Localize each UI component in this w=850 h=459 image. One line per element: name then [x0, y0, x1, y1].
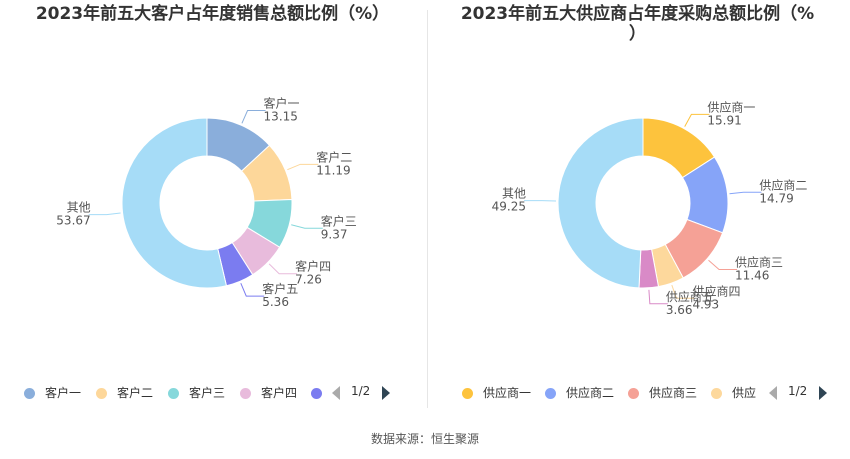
donut-slice[interactable]	[557, 117, 644, 289]
slice-category-label: 供应商一	[707, 99, 755, 114]
slice-category-label: 其他	[67, 201, 91, 215]
customer-chart-title: 2023年前五大客户占年度销售总额比例（%）	[35, 4, 390, 24]
legend-label: 客户一	[45, 386, 82, 400]
legend-swatch	[711, 388, 722, 399]
legend-swatch	[462, 388, 473, 399]
data-source-note: 数据来源：恒生聚源	[370, 432, 479, 446]
slice-category-label: 供应商五	[666, 289, 714, 304]
slice-value-label: 15.91	[707, 113, 741, 127]
slice-category-label: 供应商三	[735, 254, 783, 269]
leader-line	[240, 282, 265, 297]
customer-chart-legend: 客户四 客户三 客户二 客户一 1/2	[0, 383, 425, 403]
leader-line	[708, 259, 738, 270]
slice-category-label: 其他	[502, 187, 526, 201]
slice-value-label: 9.37	[321, 227, 348, 241]
legend-swatch	[545, 388, 556, 399]
slice-value-label: 11.46	[735, 268, 769, 282]
legend-swatch	[96, 388, 107, 399]
legend-swatch	[311, 388, 322, 399]
leader-line	[287, 163, 319, 171]
leader-line	[671, 284, 695, 299]
leader-line	[88, 212, 121, 216]
legend-label: 客户四	[261, 386, 298, 400]
legend-next-page-icon[interactable]	[819, 386, 827, 400]
slice-value-label: 53.67	[56, 214, 90, 228]
leader-line	[291, 224, 323, 229]
slice-category-label: 客户一	[264, 95, 300, 110]
slice-value-label: 4.93	[692, 297, 719, 311]
donut-slice[interactable]	[121, 117, 228, 289]
legend-label: 供应商二	[566, 386, 615, 400]
leader-line	[268, 263, 298, 275]
legend-swatch	[628, 388, 639, 399]
legend-swatch	[240, 388, 251, 399]
panel-divider	[427, 10, 428, 408]
legend-page-indicator: 1/2	[351, 384, 371, 398]
legend-label: 供应商一	[483, 386, 532, 400]
slice-category-label: 客户四	[295, 259, 331, 274]
slice-category-label: 客户二	[316, 149, 352, 164]
legend-label: 客户二	[117, 386, 154, 400]
slice-category-label: 客户五	[262, 281, 298, 296]
legend-page-indicator: 1/2	[788, 384, 808, 398]
leader-line	[729, 191, 762, 195]
legend-swatch	[24, 388, 35, 399]
legend-next-page-icon[interactable]	[382, 386, 390, 400]
customer-sales-chart-panel: 2023年前五大客户占年度销售总额比例（%） 客户一 13.15 客户二 11.19 客…	[0, 0, 425, 420]
legend-prev-page-icon[interactable]	[332, 386, 340, 400]
slice-category-label: 客户三	[321, 213, 357, 228]
legend-label: 供应	[732, 386, 757, 400]
slice-value-label: 3.66	[666, 303, 693, 317]
legend-prev-page-icon[interactable]	[769, 386, 777, 400]
supplier-chart-title: 2023年前五大供应商占年度采购总额比例（% ）	[460, 4, 815, 44]
slice-value-label: 49.25	[492, 200, 526, 214]
slice-value-label: 7.26	[295, 273, 322, 287]
slice-category-label: 供应商四	[692, 283, 740, 298]
slice-category-label: 供应商二	[759, 177, 807, 192]
leader-line	[241, 109, 266, 124]
leader-line	[648, 289, 668, 305]
slice-value-label: 11.19	[316, 163, 350, 177]
supplier-purchase-chart-panel: 2023年前五大供应商占年度采购总额比例（% ） 供应商一 15.91 供应商二 14…	[425, 0, 850, 420]
leader-line	[684, 113, 710, 127]
legend-label: 客户三	[189, 386, 226, 400]
slice-value-label: 5.36	[262, 295, 289, 309]
supplier-chart-legend: 供应 供应商三 供应商二 供应商一 1/2	[425, 383, 850, 403]
legend-swatch	[168, 388, 179, 399]
slice-value-label: 14.79	[759, 191, 793, 205]
legend-label: 供应商三	[649, 386, 698, 400]
slice-value-label: 13.15	[264, 109, 298, 123]
